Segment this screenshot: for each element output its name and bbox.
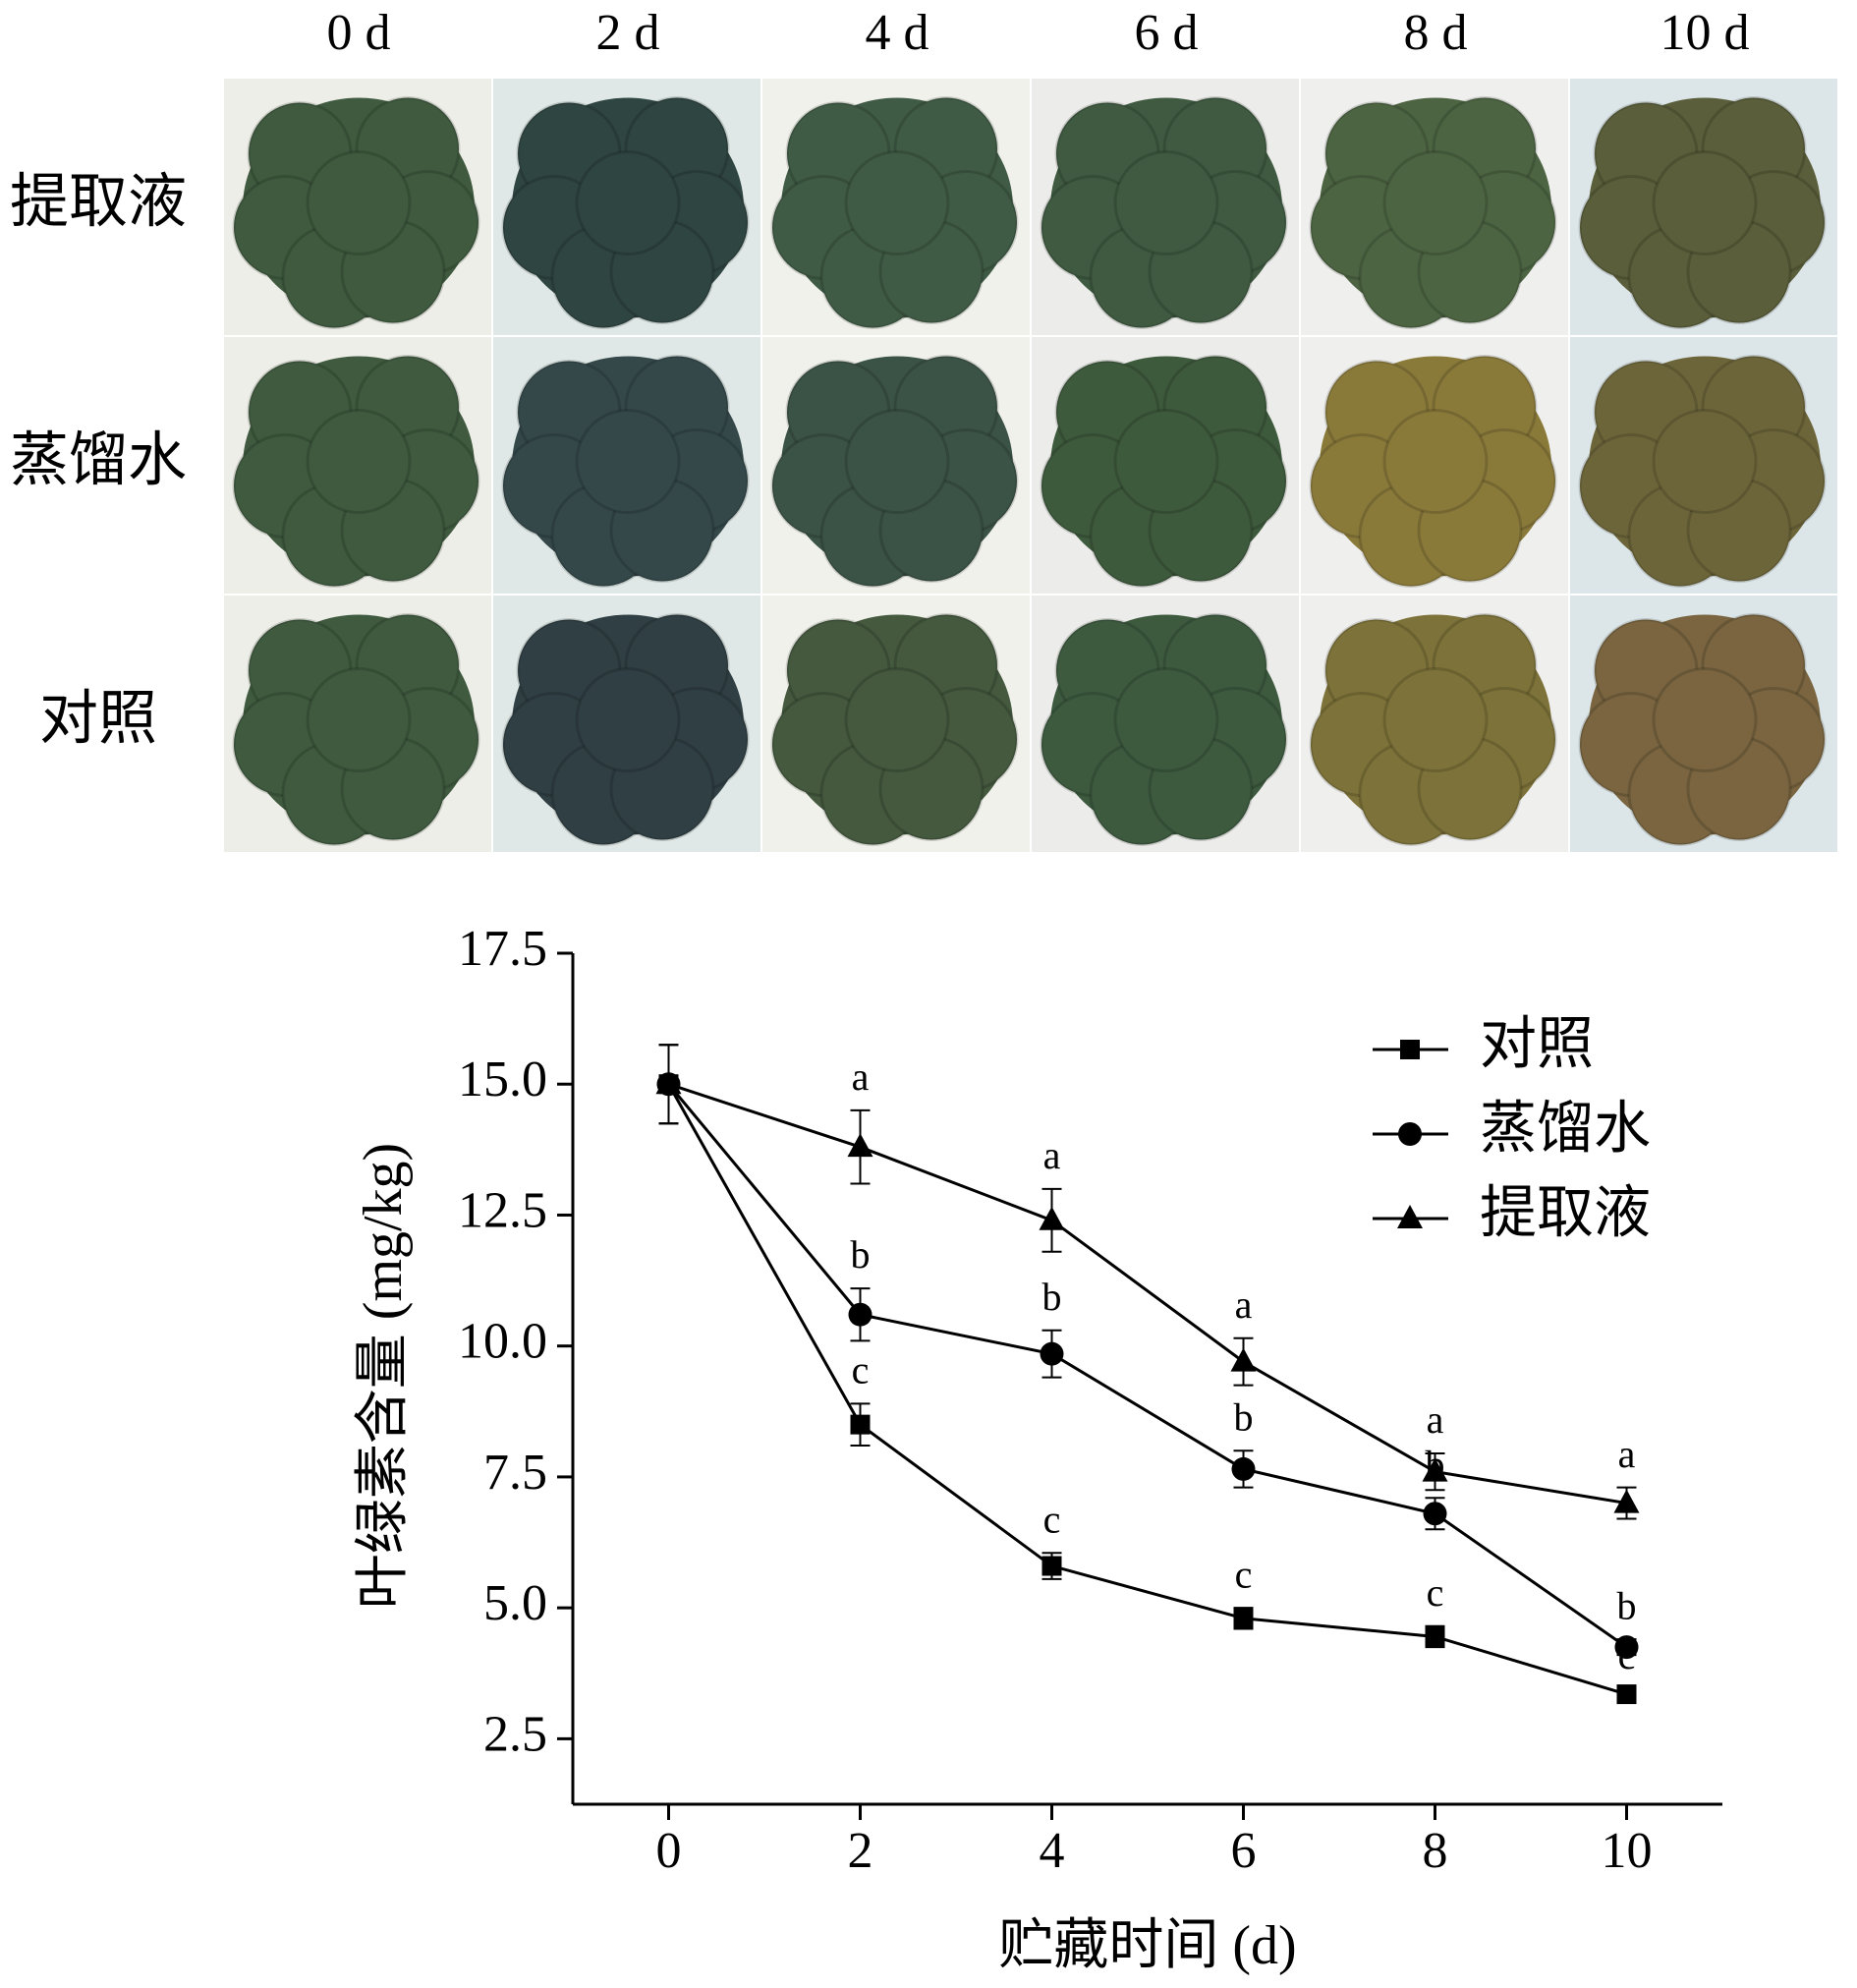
significance-letter: a	[1618, 1432, 1636, 1476]
y-tick-label: 15.0	[458, 1051, 547, 1108]
significance-letter: a	[1043, 1133, 1061, 1177]
marker	[1397, 1205, 1423, 1228]
floret	[1113, 409, 1219, 514]
marker	[1423, 1502, 1447, 1526]
row-label: 蒸馏水	[10, 427, 187, 492]
marker	[1039, 1206, 1065, 1230]
series-line	[667, 1083, 1628, 1649]
row-label: 对照	[39, 686, 157, 751]
x-axis-label: 贮藏时间 (d)	[998, 1915, 1296, 1976]
floret	[1652, 150, 1758, 256]
significance-letter: a	[1235, 1282, 1253, 1327]
significance-letter: b	[1234, 1394, 1254, 1439]
floret	[306, 667, 412, 772]
floret	[1652, 667, 1758, 772]
marker	[1614, 1635, 1639, 1660]
floret	[306, 409, 412, 514]
significance-letter: c	[1235, 1552, 1253, 1596]
marker	[848, 1302, 872, 1327]
y-tick-label: 12.5	[458, 1182, 547, 1238]
marker	[850, 1414, 871, 1435]
marker	[1230, 1347, 1257, 1372]
y-tick-label: 7.5	[483, 1445, 547, 1501]
floret	[306, 150, 412, 256]
y-tick-label: 17.5	[458, 921, 547, 977]
floret	[844, 150, 950, 256]
column-label: 0 d	[327, 5, 391, 61]
x-tick-label: 4	[1040, 1823, 1065, 1879]
significance-letter: b	[1617, 1583, 1637, 1627]
series-line	[668, 1082, 1627, 1505]
marker	[1425, 1626, 1445, 1647]
column-label: 6 d	[1135, 5, 1199, 61]
significance-letter: b	[851, 1232, 871, 1277]
x-tick-label: 8	[1423, 1823, 1448, 1879]
x-tick-label: 2	[848, 1823, 873, 1879]
significance-letter: a	[1427, 1397, 1444, 1442]
column-label: 2 d	[596, 5, 660, 61]
floret	[1113, 667, 1219, 772]
column-label: 4 d	[866, 5, 929, 61]
significance-letter: c	[852, 1347, 870, 1392]
series-line	[667, 1083, 1627, 1696]
legend-label: 对照	[1480, 1011, 1594, 1075]
floret	[1382, 667, 1489, 772]
y-tick-label: 10.0	[458, 1314, 547, 1370]
marker	[655, 1070, 682, 1095]
x-tick-label: 0	[656, 1823, 682, 1879]
floret	[575, 409, 681, 514]
photo-grid	[224, 79, 1837, 852]
floret	[844, 409, 950, 514]
marker	[1231, 1456, 1256, 1481]
floret	[575, 150, 681, 256]
y-tick-label: 5.0	[483, 1575, 547, 1631]
marker	[1233, 1608, 1254, 1628]
marker	[1422, 1457, 1448, 1482]
marker	[1613, 1489, 1640, 1513]
legend-label: 蒸馏水	[1480, 1096, 1651, 1160]
floret	[1652, 409, 1758, 514]
legend-label: 提取液	[1480, 1180, 1651, 1244]
significance-letter: c	[1427, 1570, 1444, 1615]
x-tick-label: 10	[1602, 1823, 1653, 1879]
marker	[1398, 1122, 1422, 1146]
floret	[575, 667, 681, 772]
floret	[1113, 150, 1219, 256]
column-label: 10 d	[1660, 5, 1750, 61]
row-label: 提取液	[10, 169, 187, 234]
significance-letter: c	[1043, 1497, 1061, 1541]
floret	[1382, 409, 1489, 514]
floret	[844, 667, 950, 772]
significance-letter: a	[852, 1054, 870, 1099]
marker	[1400, 1040, 1420, 1059]
significance-letter: b	[1042, 1275, 1062, 1319]
marker	[847, 1133, 873, 1158]
floret	[1382, 150, 1489, 256]
marker	[1040, 1341, 1064, 1366]
marker	[1041, 1556, 1062, 1576]
marker	[1616, 1684, 1637, 1705]
y-axis-label: 叶绿素含量 (mg/kg)	[353, 1143, 414, 1609]
x-tick-label: 6	[1231, 1823, 1257, 1879]
y-tick-label: 2.5	[483, 1706, 547, 1762]
column-label: 8 d	[1404, 5, 1468, 61]
